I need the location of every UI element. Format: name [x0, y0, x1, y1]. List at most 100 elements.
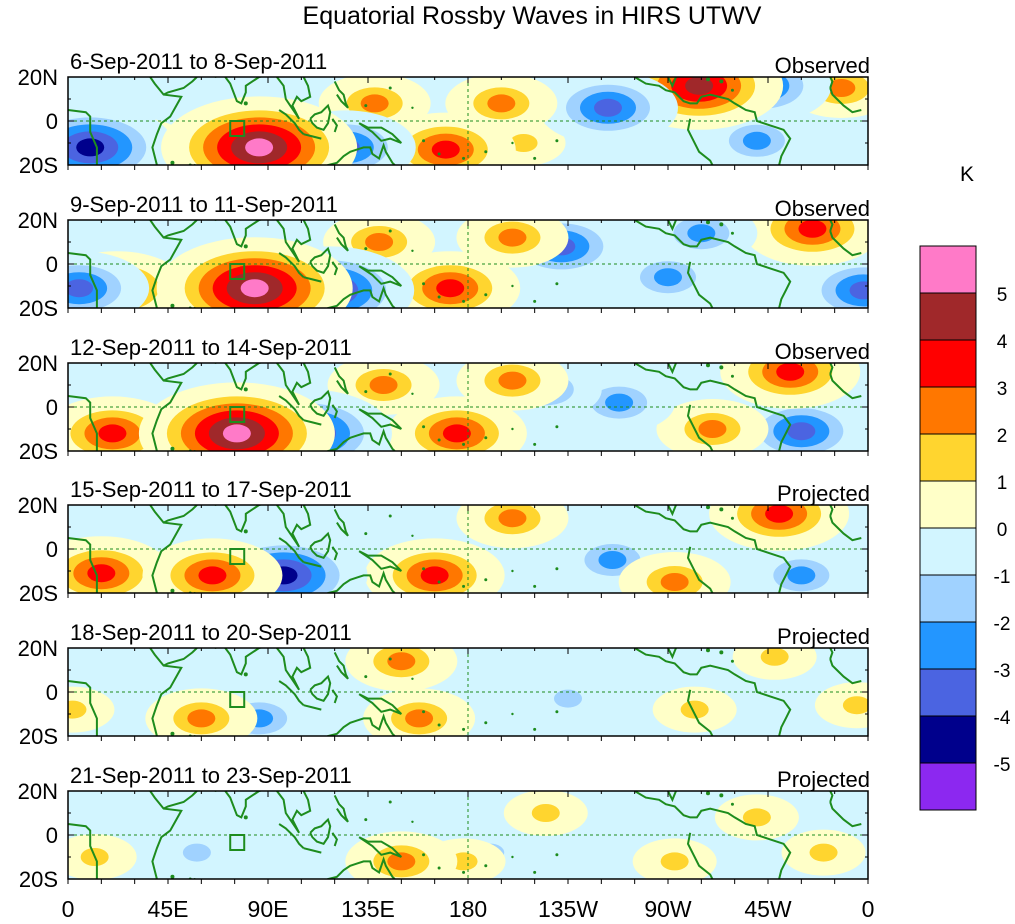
- anomaly-field: [68, 363, 868, 451]
- island-9: [422, 425, 426, 429]
- panel-status: Observed: [775, 196, 870, 221]
- island-3: [719, 365, 724, 370]
- island-4: [730, 802, 734, 806]
- coastline-8: [309, 103, 332, 131]
- island-11: [462, 870, 466, 874]
- coastline-2: [149, 363, 183, 451]
- anomaly-12-contour: [509, 134, 538, 152]
- coastline-2: [149, 648, 183, 736]
- panel-2: 20N 0 20S 9-Sep-2011 to 11-Sep-2011 Observed: [18, 192, 870, 321]
- coastline-15: [667, 791, 678, 803]
- y-tick-label: 20S: [19, 724, 58, 749]
- coastline-3: [163, 505, 198, 524]
- colorbar-swatch-9: [919, 621, 977, 670]
- coastline-11: [326, 713, 396, 736]
- y-tick-label: 0: [46, 395, 58, 420]
- coastline-14: [686, 689, 714, 736]
- anomaly-7-contour: [498, 228, 527, 247]
- anomaly-6-contour: [680, 700, 709, 719]
- coastline-1: [68, 252, 98, 308]
- anomaly-11-contour: [654, 268, 682, 287]
- island-9: [422, 567, 426, 571]
- island-12: [533, 727, 537, 731]
- island-15: [388, 86, 392, 90]
- island-4: [730, 659, 734, 663]
- coastline-8: [309, 389, 332, 417]
- colorbar: K 5 4 3 2 1 0 -1 -2 -3 -4 -5: [919, 163, 1011, 811]
- island-10: [437, 438, 441, 442]
- coastlines: [68, 785, 862, 879]
- anomaly-5-contour: [369, 376, 398, 394]
- coastline-7: [303, 704, 322, 711]
- coastline-6: [278, 680, 305, 706]
- chart-title: Equatorial Rossby Waves in HIRS UTWV: [303, 2, 762, 30]
- island-4: [730, 516, 734, 520]
- colorbar-label: 5: [997, 285, 1008, 306]
- anomaly-2-contour: [87, 564, 116, 583]
- island-8: [243, 387, 248, 392]
- anomaly-field: [68, 220, 868, 308]
- anomaly-5-contour: [554, 689, 582, 708]
- island-4: [730, 231, 734, 235]
- island-1: [693, 642, 697, 646]
- coastline-16: [829, 230, 862, 257]
- colorbar-label: -5: [994, 755, 1011, 776]
- anomaly-7-contour: [487, 94, 516, 113]
- panel-status: Observed: [775, 53, 870, 78]
- island-11: [462, 442, 466, 446]
- x-tick-label: 135W: [538, 896, 598, 922]
- coastline-1: [68, 823, 98, 879]
- island-18: [411, 820, 414, 823]
- island-10: [437, 152, 441, 156]
- anomaly-1-contour: [198, 566, 227, 585]
- coastline-8: [309, 674, 332, 702]
- island-16: [484, 436, 488, 440]
- island-9: [422, 853, 426, 857]
- coastline-16: [829, 373, 862, 400]
- island-16: [484, 864, 488, 868]
- island-15: [388, 229, 392, 233]
- island-12: [533, 442, 537, 446]
- island-8: [243, 101, 248, 106]
- anomaly-field: [68, 648, 868, 736]
- island-11: [462, 727, 466, 731]
- y-tick-label: 20N: [18, 208, 58, 233]
- coastline-15: [667, 648, 678, 660]
- anomaly-13-contour: [827, 79, 856, 97]
- anomaly-7-contour: [760, 648, 789, 666]
- island-8: [243, 244, 248, 249]
- island-16: [484, 150, 488, 154]
- coastline-16: [829, 87, 862, 114]
- colorbar-label: 2: [997, 426, 1008, 447]
- island-12: [533, 870, 537, 874]
- colorbar-label: -3: [994, 661, 1011, 682]
- anomaly-4-contour: [387, 652, 416, 671]
- island-18: [411, 249, 414, 252]
- panel-status: Projected: [777, 624, 870, 649]
- anomaly-4-contour: [442, 424, 471, 443]
- coastline-11: [326, 570, 396, 593]
- island-3: [719, 650, 724, 655]
- panel-3: 20N 0 20S 12-Sep-2011 to 14-Sep-2011 Observe…: [18, 335, 870, 464]
- island-13: [555, 282, 559, 286]
- coastline-2: [149, 505, 183, 593]
- anomaly-4-contour: [420, 566, 449, 585]
- island-14: [364, 532, 368, 536]
- coastline-13: [634, 505, 792, 593]
- coastline-12: [333, 508, 349, 537]
- island-11: [462, 299, 466, 303]
- panel-1: 20N 0 20S 6-Sep-2011 to 8-Sep-2011 Observed: [18, 49, 870, 178]
- island-15: [388, 800, 392, 804]
- anomaly-8-contour: [809, 843, 838, 862]
- coastline-1: [68, 537, 98, 593]
- island-1: [693, 785, 697, 789]
- anomaly-6-contour: [365, 233, 394, 251]
- panel-date-range: 18-Sep-2011 to 20-Sep-2011: [70, 620, 352, 645]
- coastline-14: [686, 118, 714, 165]
- island-18: [411, 677, 414, 680]
- island-18: [411, 534, 414, 537]
- island-1: [693, 499, 697, 503]
- island-12: [533, 584, 537, 588]
- coastline-10: [358, 265, 403, 287]
